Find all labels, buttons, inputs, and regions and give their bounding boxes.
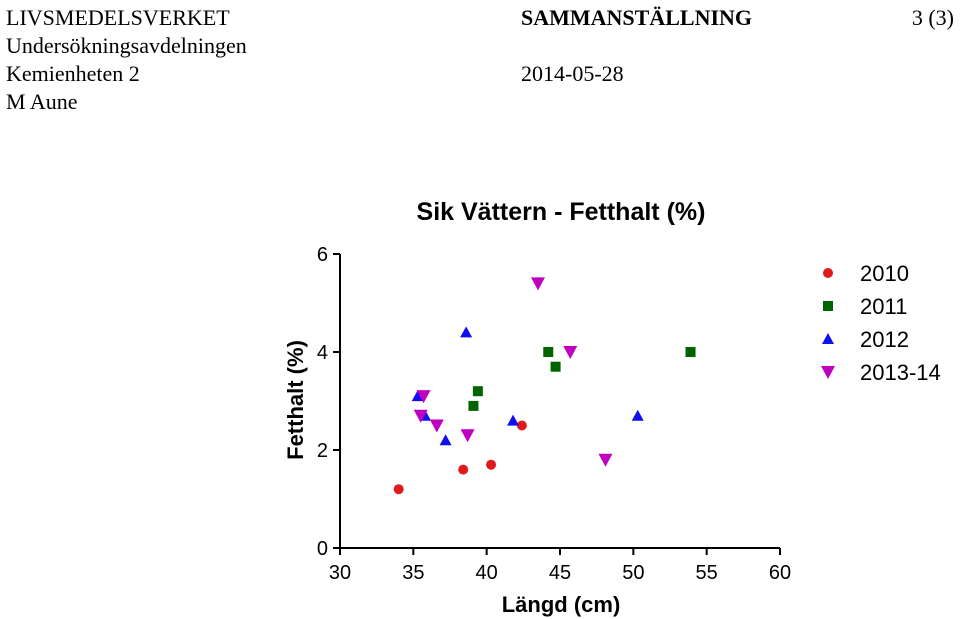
legend-label: 2012 (860, 327, 909, 352)
data-point-2012 (411, 390, 424, 402)
x-tick-label: 50 (622, 562, 644, 584)
legend: 2010 2011 2012 2013-14 (821, 261, 941, 385)
data-point-2012 (507, 414, 520, 426)
legend-marker-2012 (822, 333, 834, 344)
data-point-2011 (543, 347, 554, 357)
data-point-2013-14 (598, 453, 613, 467)
chart-title: Sik Vättern - Fetthalt (%) (417, 198, 706, 226)
x-tick-label: 35 (402, 562, 424, 584)
data-point-2013-14 (429, 419, 444, 433)
data-point-2010 (486, 459, 497, 470)
data-point-2011 (468, 400, 479, 411)
data-point-2011 (550, 361, 561, 372)
x-tick-label: 45 (549, 562, 571, 584)
data-point-2013-14 (531, 277, 545, 291)
data-point-2010 (458, 464, 469, 475)
x-tick-label: 40 (476, 562, 498, 584)
data-point-2012 (631, 409, 644, 421)
legend-label: 2011 (860, 294, 907, 319)
document-date: 2014-05-28 (521, 61, 624, 86)
data-point-2010 (393, 484, 404, 495)
legend-label: 2013-14 (860, 360, 941, 385)
x-tick-label: 30 (329, 562, 351, 584)
axes: 30 35 40 45 50 55 60 0 2 4 6 (317, 244, 791, 584)
legend-marker-2013-14 (821, 366, 835, 379)
y-tick-label: 0 (317, 538, 328, 560)
data-point-2010 (516, 420, 527, 431)
legend-label: 2010 (860, 261, 909, 286)
data-point-2012 (439, 434, 452, 446)
data-point-2013-14 (460, 429, 475, 443)
document-type: SAMMANSTÄLLNING (521, 5, 753, 30)
data-point-2013-14 (563, 346, 578, 359)
data-point-2011 (685, 347, 696, 357)
x-tick-label: 55 (696, 562, 718, 584)
data-point-2011 (472, 386, 483, 397)
data-point-2013-14 (416, 390, 431, 404)
agency-name: LIVSMEDELSVERKET (6, 5, 230, 30)
page-number: 3 (3) (911, 5, 954, 30)
data-point-2012 (460, 326, 473, 338)
unit-name: Kemienheten 2 (6, 61, 140, 86)
y-tick-label: 2 (317, 440, 328, 462)
data-points (393, 277, 696, 495)
legend-marker-2010 (823, 268, 833, 278)
department-name: Undersökningsavdelningen (6, 33, 247, 58)
y-axis-label: Fetthalt (%) (283, 340, 308, 460)
y-tick-label: 4 (317, 342, 328, 364)
x-tick-label: 60 (769, 562, 791, 584)
author-name: M Aune (6, 89, 78, 114)
x-axis-label: Längd (cm) (502, 592, 621, 617)
y-tick-label: 6 (317, 244, 328, 266)
data-point-2013-14 (413, 409, 428, 423)
legend-marker-2011 (823, 301, 833, 311)
